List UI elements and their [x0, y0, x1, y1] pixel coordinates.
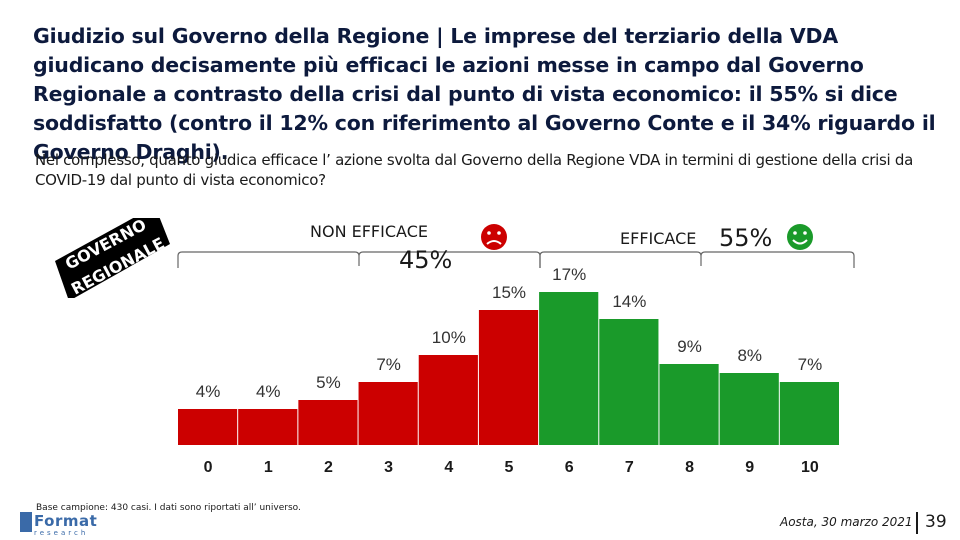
format-logo-mark — [20, 512, 32, 532]
sample-note: Base campione: 430 casi. I dati sono rip… — [36, 503, 301, 513]
format-logo: Format — [34, 512, 98, 530]
efficace-bracket — [539, 251, 855, 268]
data-label-0: 4% — [196, 382, 221, 401]
data-label-5: 15% — [492, 283, 526, 302]
tick-label-6: 6 — [565, 459, 574, 476]
data-label-8: 9% — [677, 337, 702, 356]
data-label-10: 7% — [798, 355, 823, 374]
page-separator — [916, 512, 918, 534]
data-label-1: 4% — [256, 382, 281, 401]
efficace-label: EFFICACE — [620, 229, 696, 248]
tick-label-1: 1 — [264, 459, 273, 476]
tick-label-0: 0 — [204, 459, 213, 476]
happy-face-icon — [787, 224, 813, 250]
tick-label-10: 10 — [801, 459, 819, 476]
bar-5 — [478, 310, 539, 445]
data-label-7: 14% — [612, 292, 646, 311]
governo-regionale-badge: GOVERNO REGIONALE — [55, 218, 170, 298]
bar-10 — [779, 382, 839, 445]
page-number: 39 — [925, 512, 947, 532]
page-title: Giudizio sul Governo della Regione | Le … — [33, 24, 936, 164]
bar-8 — [659, 364, 719, 445]
data-label-4: 10% — [432, 328, 466, 347]
non-efficace-bracket — [177, 251, 541, 268]
tick-label-9: 9 — [745, 459, 754, 476]
tick-label-8: 8 — [685, 459, 694, 476]
bar-6 — [539, 292, 599, 445]
tick-label-2: 2 — [324, 459, 333, 476]
bar-4 — [418, 355, 478, 445]
bar-7 — [599, 319, 659, 445]
tick-label-4: 4 — [444, 459, 453, 476]
tick-label-7: 7 — [625, 459, 634, 476]
sad-face-icon — [481, 224, 507, 250]
bars-group: 4%04%15%27%310%415%517%614%79%88%97%10 — [178, 265, 839, 476]
tick-label-3: 3 — [384, 459, 393, 476]
non-efficace-value: 45% — [399, 246, 452, 274]
bar-2 — [298, 400, 358, 445]
bar-9 — [719, 373, 779, 445]
format-logo-sub: research — [34, 529, 89, 537]
data-label-6: 17% — [552, 265, 586, 284]
data-label-3: 7% — [376, 355, 401, 374]
non-efficace-label: NON EFFICACE — [310, 222, 428, 241]
data-label-9: 8% — [737, 346, 762, 365]
data-label-2: 5% — [316, 373, 341, 392]
date-location: Aosta, 30 marzo 2021 — [780, 515, 913, 529]
tick-label-5: 5 — [505, 459, 514, 476]
badge-background — [55, 218, 170, 298]
bar-1 — [238, 409, 298, 445]
efficace-value: 55% — [719, 224, 772, 252]
bar-0 — [178, 409, 238, 445]
survey-question: Nel complesso, quanto giudica efficace l… — [35, 151, 913, 189]
bar-3 — [358, 382, 418, 445]
